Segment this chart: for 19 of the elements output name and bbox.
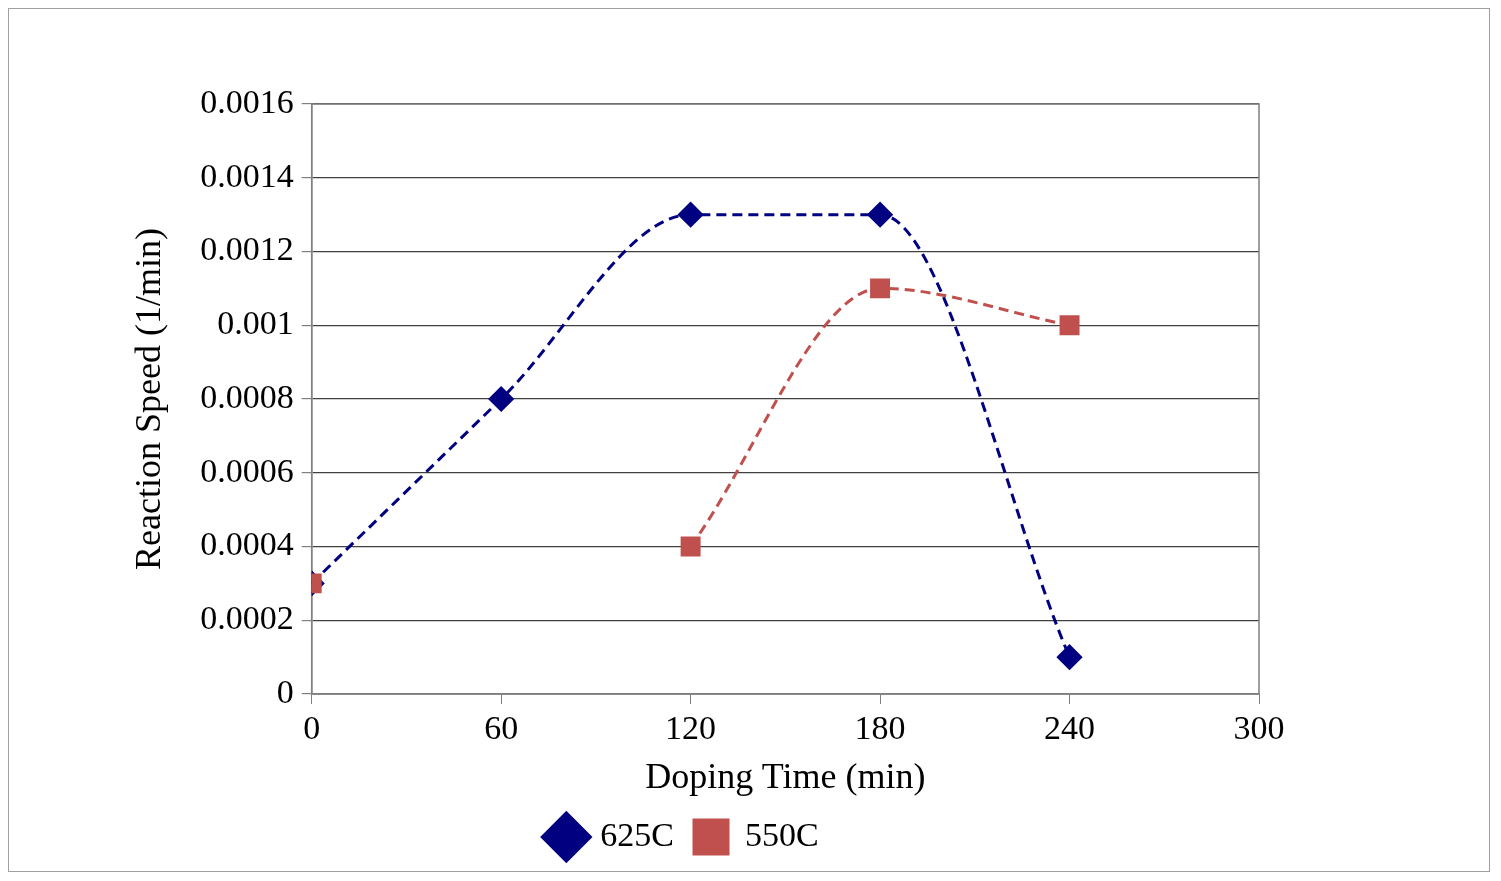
- x-tick-label: 240: [1044, 709, 1096, 747]
- x-tick-label: 60: [484, 709, 519, 747]
- y-tick-label: 0.0004: [200, 525, 294, 563]
- y-axis-title: Reaction Speed (1/min): [128, 228, 169, 570]
- y-tick-label: 0.0008: [200, 377, 294, 415]
- y-tick-label: 0.0002: [200, 599, 294, 637]
- x-tick-label: 0: [303, 709, 321, 747]
- x-tick-label: 120: [665, 709, 717, 747]
- legend-label: 550C: [745, 815, 819, 853]
- x-axis-title: Doping Time (min): [645, 755, 926, 796]
- y-tick-label: 0.0012: [200, 230, 294, 268]
- y-tick-label: 0.001: [217, 304, 294, 342]
- y-tick-label: 0.0014: [200, 156, 294, 194]
- x-tick-label: 180: [854, 709, 906, 747]
- legend-label: 625C: [600, 815, 675, 853]
- y-tick-label: 0.0016: [200, 82, 294, 120]
- y-tick-label: 0: [276, 672, 294, 710]
- y-tick-label: 0.0006: [200, 451, 294, 489]
- x-tick-label: 300: [1233, 709, 1285, 747]
